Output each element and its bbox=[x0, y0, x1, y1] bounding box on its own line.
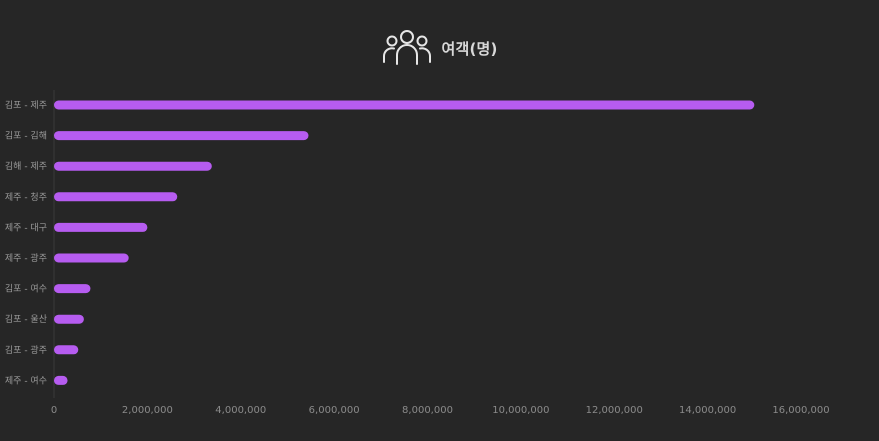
category-label: 김포 - 광주 bbox=[5, 344, 47, 356]
x-tick-label: 8,000,000 bbox=[402, 405, 453, 416]
bar bbox=[54, 222, 148, 232]
bar bbox=[54, 192, 178, 202]
x-tick-label: 2,000,000 bbox=[122, 405, 173, 416]
chart-header: 여객(명) bbox=[0, 28, 879, 68]
category-label: 김포 - 제주 bbox=[5, 99, 47, 111]
chart-title: 여객(명) bbox=[441, 39, 498, 58]
people-group-icon bbox=[381, 28, 433, 68]
x-tick-label: 12,000,000 bbox=[586, 405, 643, 416]
bar bbox=[54, 253, 129, 263]
x-tick-label: 10,000,000 bbox=[492, 405, 549, 416]
category-label: 김포 - 여수 bbox=[5, 283, 47, 295]
category-label: 김해 - 제주 bbox=[5, 160, 47, 172]
x-tick-label: 16,000,000 bbox=[772, 405, 829, 416]
bars-layer bbox=[53, 90, 755, 398]
category-label: 제주 - 대구 bbox=[5, 222, 47, 233]
bar bbox=[54, 314, 84, 324]
bar bbox=[54, 345, 79, 355]
x-tick-label: 6,000,000 bbox=[309, 405, 360, 416]
category-label: 김포 - 울산 bbox=[5, 313, 47, 325]
bar bbox=[54, 131, 309, 141]
bar bbox=[54, 375, 68, 385]
x-tick-label: 0 bbox=[51, 405, 57, 416]
x-axis-ticks: 0 2,000,000 4,000,000 6,000,000 8,000,000 10,… bbox=[51, 405, 830, 416]
bar bbox=[54, 100, 755, 110]
x-tick-label: 4,000,000 bbox=[215, 405, 266, 416]
category-label: 김포 - 김해 bbox=[5, 130, 47, 142]
category-label: 제주 - 청주 bbox=[5, 192, 47, 203]
bar bbox=[54, 284, 91, 294]
category-label: 제주 - 여수 bbox=[5, 374, 47, 386]
bar bbox=[54, 161, 212, 171]
category-label: 제주 - 광주 bbox=[5, 252, 47, 264]
x-tick-label: 14,000,000 bbox=[679, 405, 736, 416]
